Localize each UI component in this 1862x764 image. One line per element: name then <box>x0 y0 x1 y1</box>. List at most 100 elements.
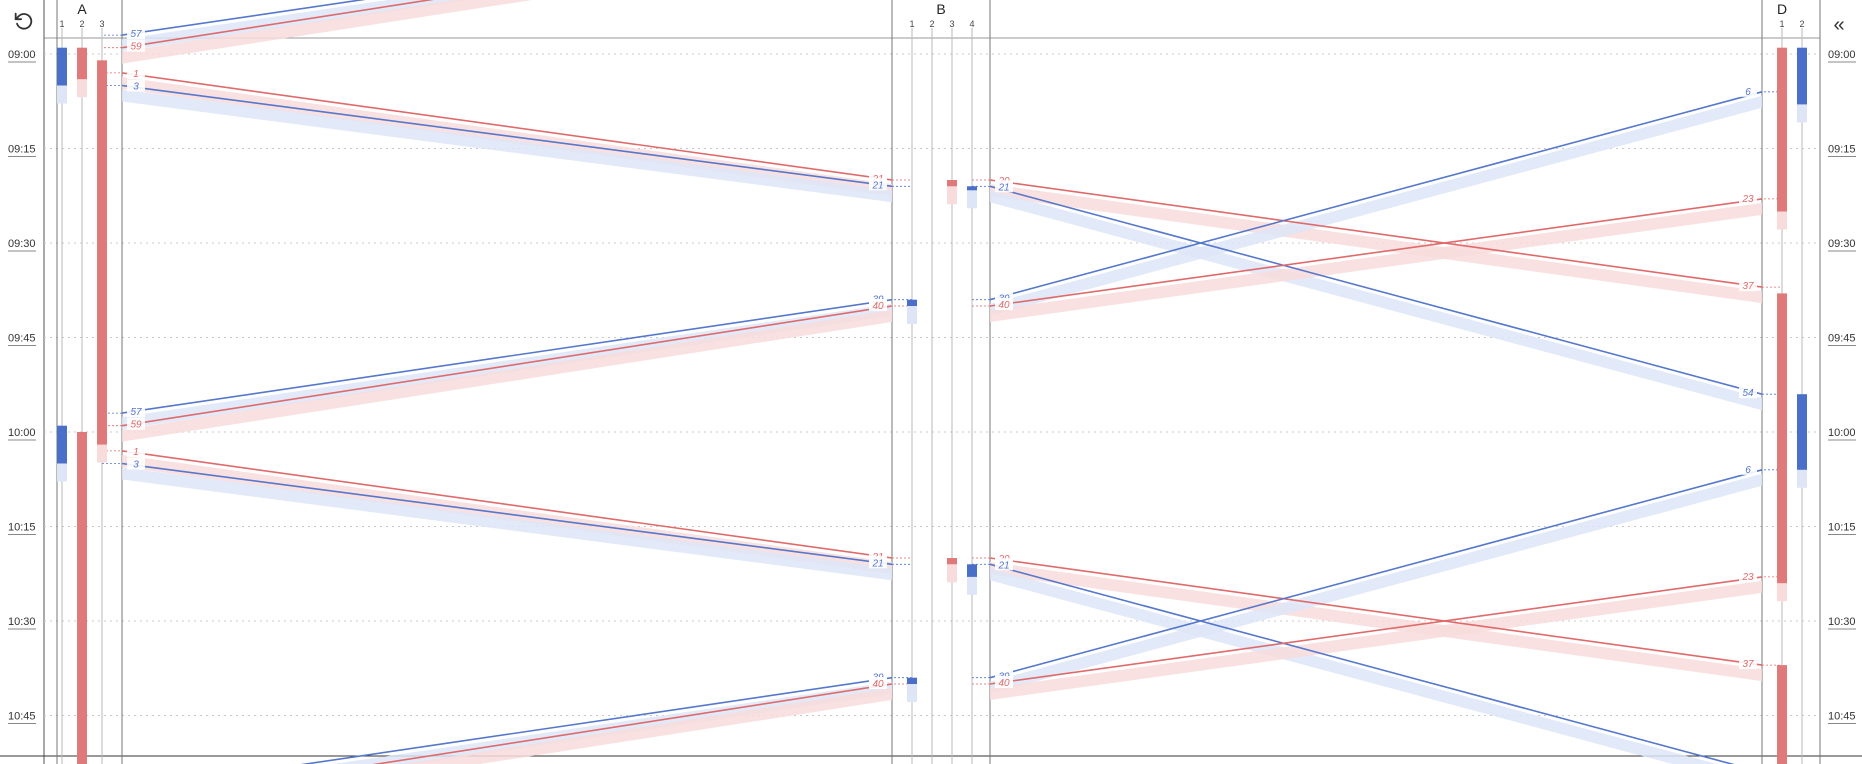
train-line-red <box>989 179 1763 288</box>
train-arrival-label: 37 <box>1742 659 1754 670</box>
train-arrival-label-bg <box>995 676 1013 688</box>
time-label-right: 09:15 <box>1828 144 1856 156</box>
time-label-left: 09:00 <box>8 49 36 61</box>
train-line-blue <box>121 298 893 414</box>
train-departure-label-bg <box>127 444 145 457</box>
train-labels: 1213212037215463923403957405912132120372… <box>127 27 1757 690</box>
platform-dwells <box>57 47 1807 764</box>
platform-label-B3: 3 <box>949 19 954 29</box>
time-label-left: 09:45 <box>8 333 36 345</box>
dwell-block-B4 <box>967 186 977 191</box>
train-arrival-label: 59 <box>130 420 142 431</box>
train-arrival-label: 40 <box>998 678 1010 689</box>
time-label-right: 10:15 <box>1828 522 1856 534</box>
train-line-red <box>121 0 435 49</box>
dwell-block-D1 <box>1777 293 1787 584</box>
dwell-shadow <box>1797 469 1807 488</box>
dwell-block-D2 <box>1797 394 1807 470</box>
train-arrival-label: 37 <box>1742 281 1754 292</box>
station-title-D: D <box>1777 1 1787 17</box>
dwell-shadow <box>1777 211 1787 230</box>
train-arrival-label: 21 <box>871 558 883 569</box>
train-shadow-band <box>990 202 1762 322</box>
train-shadow-band <box>122 467 892 581</box>
train-departure-label: 1 <box>133 447 139 458</box>
time-label-right: 09:30 <box>1828 238 1856 250</box>
train-line-blue <box>121 462 893 566</box>
train-arrival-label-bg <box>869 556 887 569</box>
train-arrival-label: 59 <box>130 42 142 53</box>
train-arrival-label: 54 <box>1742 388 1754 399</box>
train-arrival-label-bg <box>869 178 887 191</box>
train-line-red <box>989 198 1763 307</box>
dwell-shadow <box>1797 104 1807 123</box>
time-label-right: 10:30 <box>1828 616 1856 628</box>
time-axis: 09:00 09:00 09:15 09:15 09:30 09:30 09:45 09:45… <box>8 49 1856 724</box>
train-shadow-band <box>990 190 1762 411</box>
collapse-panel-button[interactable]: « <box>1824 10 1854 40</box>
time-label-right: 10:45 <box>1828 711 1856 723</box>
train-line-blue <box>121 84 893 188</box>
dwell-block-B1 <box>907 299 917 306</box>
train-line-red <box>121 305 893 427</box>
dwell-block-B1 <box>907 677 917 684</box>
train-line-red <box>121 450 893 559</box>
train-departure-label: 21 <box>997 182 1009 193</box>
train-shadow-band <box>990 568 1717 764</box>
reset-view-button[interactable] <box>8 6 38 36</box>
time-label-left: 10:45 <box>8 711 36 723</box>
train-departure-label-bg <box>869 677 887 689</box>
train-shadow-band <box>122 310 892 442</box>
train-shadow-band <box>990 95 1762 316</box>
train-departure-label-bg <box>995 558 1013 571</box>
train-shadow-bands <box>122 0 1762 764</box>
platform-label-A1: 1 <box>59 19 64 29</box>
time-label-right: 09:00 <box>1828 49 1856 61</box>
chevrons-left-icon: « <box>1833 13 1845 36</box>
train-departure-label: 6 <box>1745 87 1751 98</box>
dwell-shadow <box>77 79 87 98</box>
platform-label-B1: 1 <box>909 19 914 29</box>
dwell-shadow <box>947 564 957 583</box>
train-departure-label-bg <box>127 66 145 79</box>
dwell-block-D1 <box>1777 47 1787 212</box>
time-label-left: 09:15 <box>8 144 36 156</box>
train-departure-label-bg <box>869 299 887 311</box>
train-arrival-label-bg <box>995 298 1013 310</box>
dwell-block-A1 <box>57 425 67 464</box>
rotate-ccw-icon <box>14 12 33 30</box>
train-departure-label-bg <box>995 180 1013 193</box>
platform-label-D2: 2 <box>1799 19 1804 29</box>
train-line-blue <box>989 91 1763 301</box>
train-arrival-label-bg <box>127 27 145 40</box>
platform-label-D1: 1 <box>1779 19 1784 29</box>
train-departure-label: 6 <box>1745 465 1751 476</box>
train-departure-label: 3 <box>133 460 139 471</box>
train-arrival-label-bg <box>127 405 145 418</box>
train-shadow-band <box>990 473 1762 694</box>
time-label-right: 09:45 <box>1828 333 1856 345</box>
train-departure-label-bg <box>1739 462 1757 475</box>
dwell-shadow <box>907 306 917 324</box>
train-shadow-band <box>333 681 892 764</box>
platform-label-B2: 2 <box>929 19 934 29</box>
dwell-shadow <box>967 190 977 209</box>
train-shadow-band <box>990 580 1762 700</box>
dwell-shadow <box>1777 583 1787 602</box>
dwell-shadow <box>97 444 107 463</box>
time-label-left: 10:00 <box>8 427 36 439</box>
train-departure-label: 3 <box>133 82 139 93</box>
dwell-block-D1 <box>1777 665 1787 764</box>
train-departure-label: 40 <box>872 301 884 312</box>
train-arrival-label-bg <box>1739 657 1757 670</box>
train-arrival-label-bg <box>127 417 145 430</box>
dwell-block-A2 <box>77 47 87 80</box>
train-line-blue <box>989 469 1763 679</box>
train-shadow-band <box>122 89 892 203</box>
train-arrival-label-bg <box>127 39 145 52</box>
train-departure-label: 23 <box>1741 194 1754 205</box>
train-line-blue <box>989 563 1735 764</box>
platform-label-A3: 3 <box>99 19 104 29</box>
station-title-B: B <box>936 1 945 17</box>
